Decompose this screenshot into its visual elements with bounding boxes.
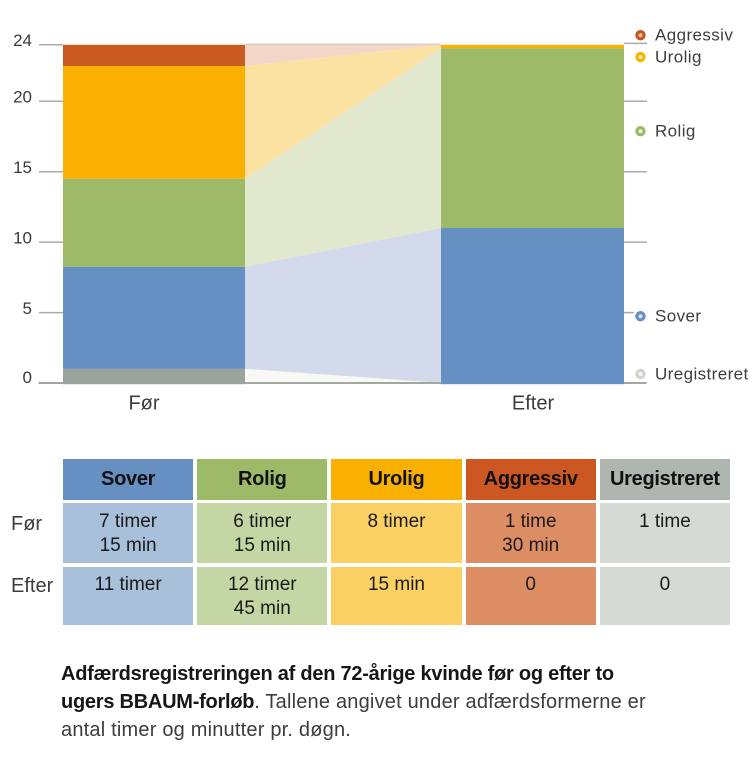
svg-text:5: 5 <box>23 299 32 318</box>
svg-text:Aggressiv: Aggressiv <box>655 26 733 45</box>
svg-text:24: 24 <box>13 31 32 50</box>
svg-text:10: 10 <box>13 228 32 247</box>
svg-text:Rolig: Rolig <box>655 122 696 141</box>
svg-text:15: 15 <box>13 158 32 177</box>
svg-text:0: 0 <box>23 368 32 387</box>
svg-text:Sover: Sover <box>655 307 701 326</box>
svg-text:Urolig: Urolig <box>655 48 702 67</box>
svg-text:Uregistreret: Uregistreret <box>655 365 749 384</box>
svg-text:Før: Før <box>128 393 159 415</box>
svg-text:20: 20 <box>13 87 32 106</box>
svg-text:Efter: Efter <box>512 393 555 415</box>
